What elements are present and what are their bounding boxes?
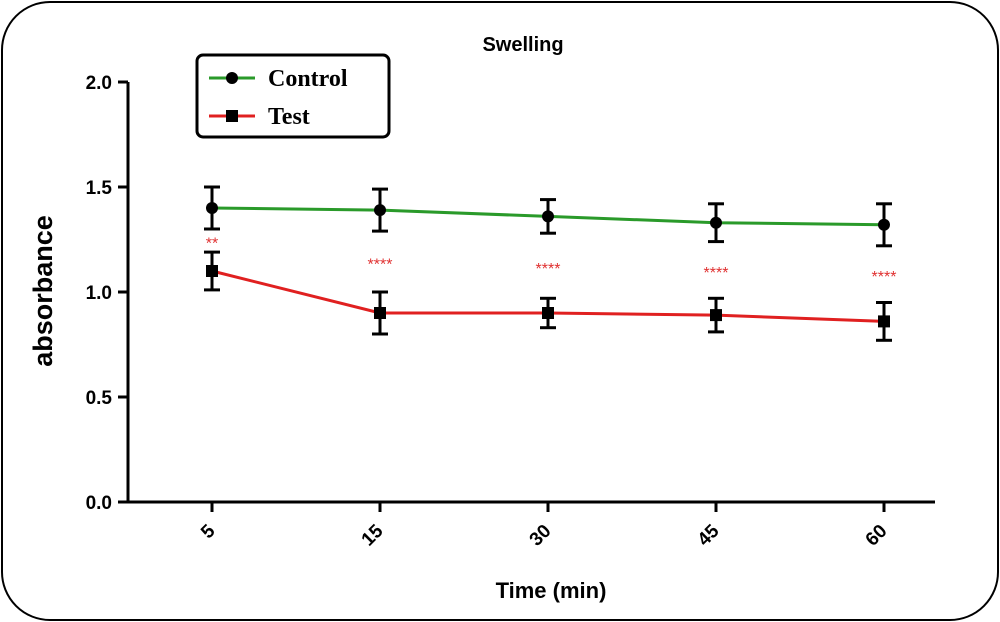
control-data-point <box>206 202 218 214</box>
test-data-point <box>878 315 890 328</box>
y-axis-title: absorbance <box>28 215 58 367</box>
legend: Control Test <box>195 53 391 139</box>
y-tick-label: 1.5 <box>86 178 113 199</box>
significance-annotation: **** <box>368 257 393 274</box>
test-data-point <box>374 307 386 319</box>
y-tick-label: 0.5 <box>86 388 113 409</box>
control-data-point <box>710 216 722 229</box>
y-tick-label: 2.0 <box>86 73 112 94</box>
y-tick-label: 0.0 <box>86 493 112 514</box>
control-data-point <box>374 204 386 217</box>
control-data-point <box>542 210 554 223</box>
test-data-point <box>542 307 554 319</box>
y-tick-label: 1.0 <box>86 283 112 304</box>
significance-annotation: **** <box>536 261 561 278</box>
chart-title: Swelling <box>482 34 563 56</box>
test-data-point <box>710 309 722 322</box>
significance-annotation: ** <box>206 236 218 253</box>
x-axis-title: Time (min) <box>496 578 607 603</box>
legend-control-marker-icon <box>226 72 238 84</box>
control-data-point <box>878 218 890 231</box>
significance-annotation: **** <box>704 265 729 282</box>
legend-test-label: Test <box>268 104 310 130</box>
test-data-point <box>206 265 218 277</box>
significance-annotation: **** <box>872 269 897 286</box>
legend-test-marker-icon <box>226 110 238 122</box>
plot-area: 0.00.51.01.52.05 15 30 45 60****** **** **** **… <box>86 73 935 550</box>
legend-control-label: Control <box>268 66 348 92</box>
